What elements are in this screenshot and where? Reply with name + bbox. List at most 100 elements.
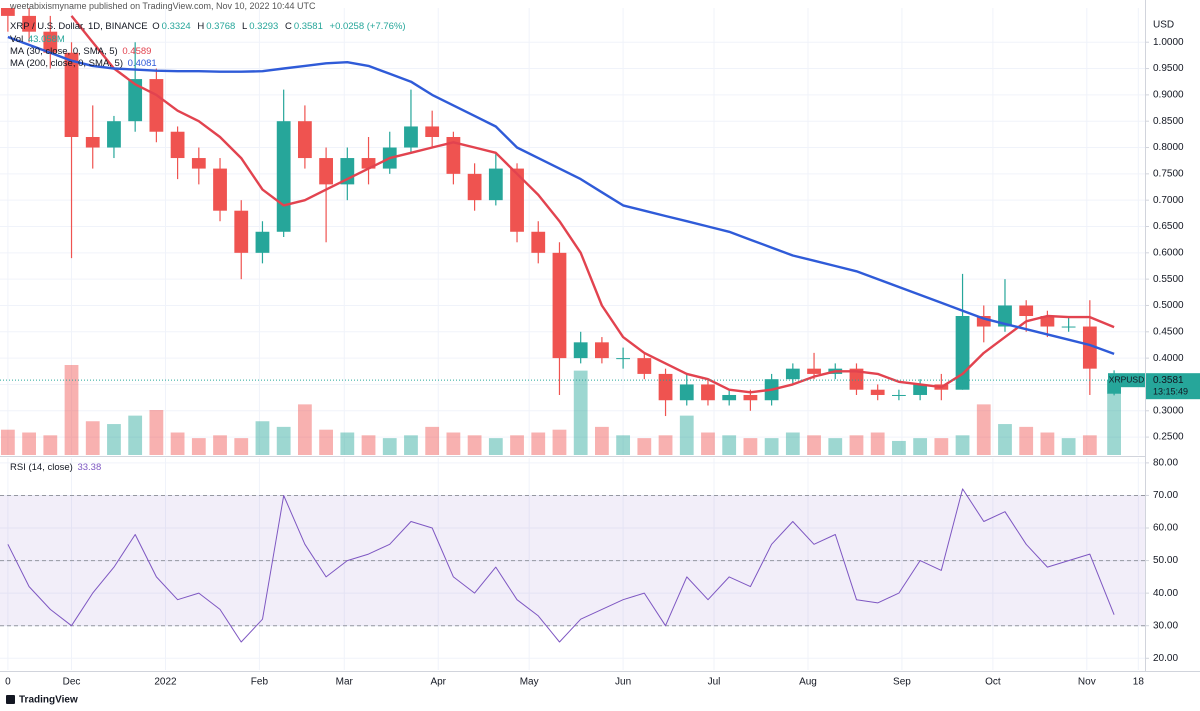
volume-bar: [849, 435, 864, 455]
volume-bar: [510, 435, 524, 455]
volume-bar: [234, 438, 249, 455]
x-tick-label: Jun: [615, 677, 631, 688]
candle-body: [785, 368, 800, 380]
candle-body: [64, 52, 79, 137]
change: +0.0258 (+7.76%): [329, 21, 406, 32]
candle-body: [361, 158, 376, 169]
volume-legend: Vol 43.058M: [10, 34, 67, 45]
candle-body: [531, 231, 546, 253]
x-tick-label: 2022: [154, 677, 177, 688]
y-tick-label: 0.5000: [1153, 300, 1184, 311]
candle-body: [191, 158, 206, 169]
x-tick-label: May: [520, 677, 539, 688]
legend-value: 0.4081: [127, 58, 157, 69]
y-tick-label: 0.3000: [1153, 405, 1184, 416]
legend-name: MA (200, close, 0, SMA, 5): [10, 58, 123, 69]
candle-body: [425, 126, 440, 137]
y-tick-label: 0.4500: [1153, 326, 1184, 337]
candle-body: [722, 394, 737, 401]
volume-bar: [616, 435, 631, 455]
x-tick-label: Apr: [430, 677, 446, 688]
volume-bar: [297, 404, 312, 455]
candle-body: [701, 384, 715, 401]
volume-bar: [870, 432, 885, 455]
header: weetabixismyname published on TradingVie…: [10, 1, 316, 11]
ohlc-label: L: [241, 21, 248, 32]
candle-body: [552, 252, 567, 359]
candle-body: [488, 168, 503, 201]
ohlc-label: H: [197, 21, 205, 32]
y-tick-label: 0.2500: [1153, 432, 1184, 443]
candle-body: [743, 394, 758, 401]
y-tick-label: 0.8000: [1153, 142, 1184, 153]
x-tick-label: 18: [1133, 677, 1145, 688]
x-tick-label: Aug: [799, 677, 817, 688]
symbol-label: XRPUSD: [1109, 374, 1144, 384]
volume-bar: [340, 432, 355, 455]
volume-bar: [149, 410, 164, 455]
x-tick-label: Mar: [336, 677, 354, 688]
price-tag: [1146, 373, 1200, 400]
candle-body: [43, 31, 58, 53]
ohlc-value: 0.3768: [206, 21, 236, 32]
candle-body: [297, 121, 312, 159]
ohlc-value: 0.3293: [249, 21, 279, 32]
ohlc-item: L 0.3293: [242, 21, 280, 32]
candle-body: [955, 316, 970, 390]
rsi-title: RSI (14, close): [10, 462, 73, 473]
rsi-value: 33.38: [77, 462, 102, 473]
y-tick-label: 0.6000: [1153, 247, 1184, 258]
rsi-pane: [0, 488, 1145, 643]
volume-bar: [764, 438, 779, 455]
rsi-legend: RSI (14, close) 33.38: [10, 462, 103, 473]
volume-bar: [85, 421, 100, 455]
y-tick-label: 0.9500: [1153, 63, 1184, 74]
volume-bar: [998, 424, 1012, 455]
footer-text: TradingView: [19, 695, 78, 706]
y-tick-label: 1.0000: [1153, 37, 1184, 48]
ohlc-item: C 0.3581: [285, 21, 325, 32]
candle-body: [467, 173, 482, 201]
candle-body: [1061, 326, 1076, 328]
volume-bar: [488, 438, 503, 455]
candle-body: [446, 136, 461, 174]
y-tick-label: 30.00: [1153, 620, 1178, 631]
rsi-line: [7, 488, 1115, 643]
candle-body: [213, 168, 227, 211]
y-tick-label: 70.00: [1153, 490, 1178, 501]
y-tick-label: 0.7000: [1153, 195, 1184, 206]
volume-bar: [170, 432, 185, 455]
symbol-tag: [1108, 373, 1145, 388]
candle-body: [128, 79, 143, 122]
volume-bar: [552, 429, 567, 455]
candle-body: [0, 8, 15, 16]
candle-body: [1040, 316, 1055, 327]
candle-body: [1019, 305, 1034, 317]
candle-body: [849, 368, 864, 390]
volume-bar: [128, 415, 143, 455]
y-tick-label: 20.00: [1153, 653, 1178, 664]
y-tick-label: 80.00: [1153, 458, 1178, 469]
y-tick-label: 40.00: [1153, 588, 1178, 599]
price-tag-countdown: 13:15:49: [1153, 387, 1188, 397]
y-tick-label: 0.6500: [1153, 221, 1184, 232]
x-tick-label: Dec: [63, 677, 81, 688]
volume-bar: [213, 435, 227, 455]
volume-bar: [1082, 435, 1097, 455]
ohlc-item: H 0.3768: [197, 21, 237, 32]
volume-bar: [107, 424, 121, 455]
y-tick-label: 0.5500: [1153, 274, 1184, 285]
volume-bar: [446, 432, 461, 455]
ohlc-item: O 0.3324: [152, 21, 192, 32]
volume-bar: [955, 435, 970, 455]
volume-bar: [595, 426, 609, 455]
volume-bar: [701, 432, 715, 455]
ohlc-value: 0.3581: [293, 21, 323, 32]
volume-bar: [892, 440, 906, 455]
moving-average: [7, 35, 1115, 356]
candle-body: [637, 358, 652, 374]
candle-body: [679, 384, 694, 401]
ma30-legend: MA (30, close, 0, SMA, 5) 0.4589: [10, 46, 153, 57]
ohlc-value: 0.3324: [161, 21, 191, 32]
